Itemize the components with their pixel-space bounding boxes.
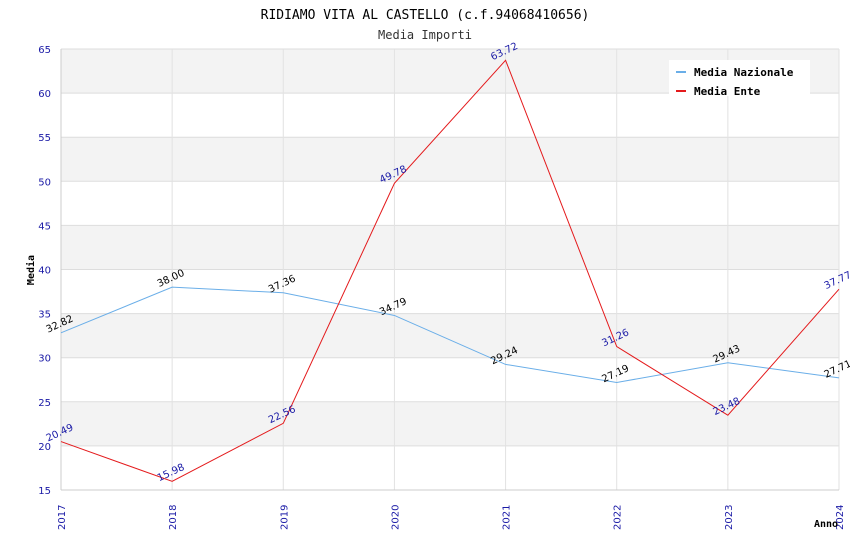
y-tick-label: 45 [38,221,51,232]
x-tick-label: 2021 [502,505,513,530]
x-tick-label: 2022 [613,505,624,530]
y-axis-ticks: 15 20 25 30 35 40 45 50 55 60 65 [38,45,51,497]
y-tick-label: 15 [38,486,51,497]
grid-band [61,225,839,270]
x-tick-label: 2017 [57,505,68,530]
legend-box [669,60,810,96]
grid-band [61,313,839,358]
x-tick-label: 2020 [390,505,401,530]
y-tick-label: 35 [38,310,51,321]
legend-entry: Media Nazionale [694,66,794,79]
x-tick-label: 2018 [168,505,179,530]
y-tick-label: 30 [38,354,51,365]
grid-band [61,93,839,138]
grid-bands [60,48,840,491]
y-tick-label: 60 [38,89,51,100]
grid-band [61,357,839,402]
chart-title: RIDIAMO VITA AL CASTELLO (c.f.9406841065… [261,8,590,23]
y-axis-label: Media [25,255,37,285]
y-tick-label: 25 [38,398,51,409]
legend-entry: Media Ente [694,85,761,98]
x-axis-label: Anno [814,519,838,530]
grid-band [61,269,839,314]
series-lines [60,59,840,482]
grid-band [61,137,839,182]
chart-subtitle: Media Importi [378,28,472,42]
series-line-1 [60,59,840,482]
y-tick-label: 50 [38,177,51,188]
y-tick-label: 20 [38,442,51,453]
y-tick-label: 55 [38,133,51,144]
grid-band [61,181,839,226]
y-tick-label: 40 [38,266,51,277]
x-tick-label: 2019 [279,505,290,530]
legend: Media Nazionale Media Ente [669,60,810,98]
grid-band [61,445,839,490]
x-tick-label: 2023 [724,505,735,530]
grid-band [61,401,839,446]
series-line-0 [60,286,840,383]
x-axis-ticks: 2017 2018 2019 2020 2021 2022 2023 2024 [57,505,846,530]
y-tick-label: 65 [38,45,51,56]
x-tick-label: 2024 [835,505,846,530]
